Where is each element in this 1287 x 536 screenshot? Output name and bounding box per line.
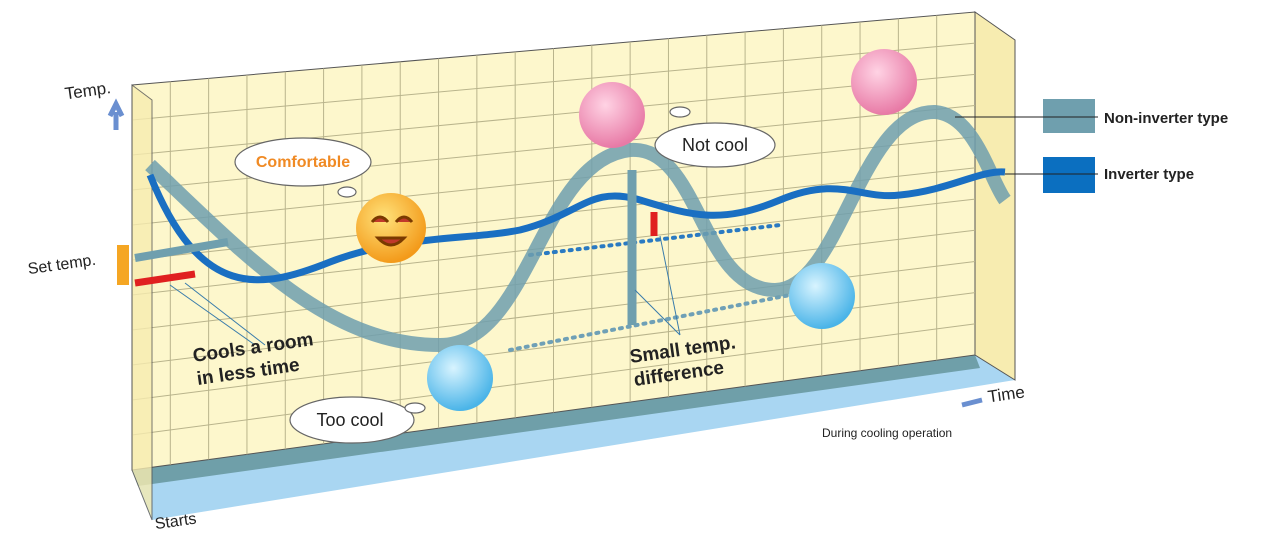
bubble-text: Comfortable	[256, 154, 350, 171]
temp-arrow	[110, 104, 122, 130]
body: Temp. Set temp. Time Starts Comfortable …	[0, 0, 1287, 536]
time-arrow	[962, 400, 982, 405]
legend-swatch	[1043, 157, 1095, 193]
face-comfortable	[356, 193, 426, 263]
bubble-dot	[338, 187, 356, 197]
bubble-dot	[405, 403, 425, 413]
legend-label: Inverter type	[1104, 166, 1194, 183]
face-not-cool-2	[851, 49, 917, 115]
set-temp-marker	[117, 245, 129, 285]
bubble-text: Too cool	[316, 410, 383, 430]
face-too-cool-1	[427, 345, 493, 411]
wall-left	[132, 85, 152, 520]
page: Inverter vs non-inverter cooling {"axis"…	[0, 0, 1287, 536]
face-too-cool-2	[789, 263, 855, 329]
y-axis-label: Temp.	[64, 78, 112, 103]
bubble-dot	[670, 107, 690, 117]
legend-swatch	[1043, 99, 1095, 133]
bubble-text: Not cool	[682, 135, 748, 155]
legend-label: Non-inverter type	[1104, 110, 1228, 127]
operation-note: During cooling operation	[822, 426, 952, 440]
face-not-cool-1	[579, 82, 645, 148]
x-axis-label: Time	[987, 382, 1026, 406]
diagram: Temp. Set temp. Time Starts Comfortable …	[0, 0, 1287, 536]
set-temp-label: Set temp.	[27, 252, 97, 278]
